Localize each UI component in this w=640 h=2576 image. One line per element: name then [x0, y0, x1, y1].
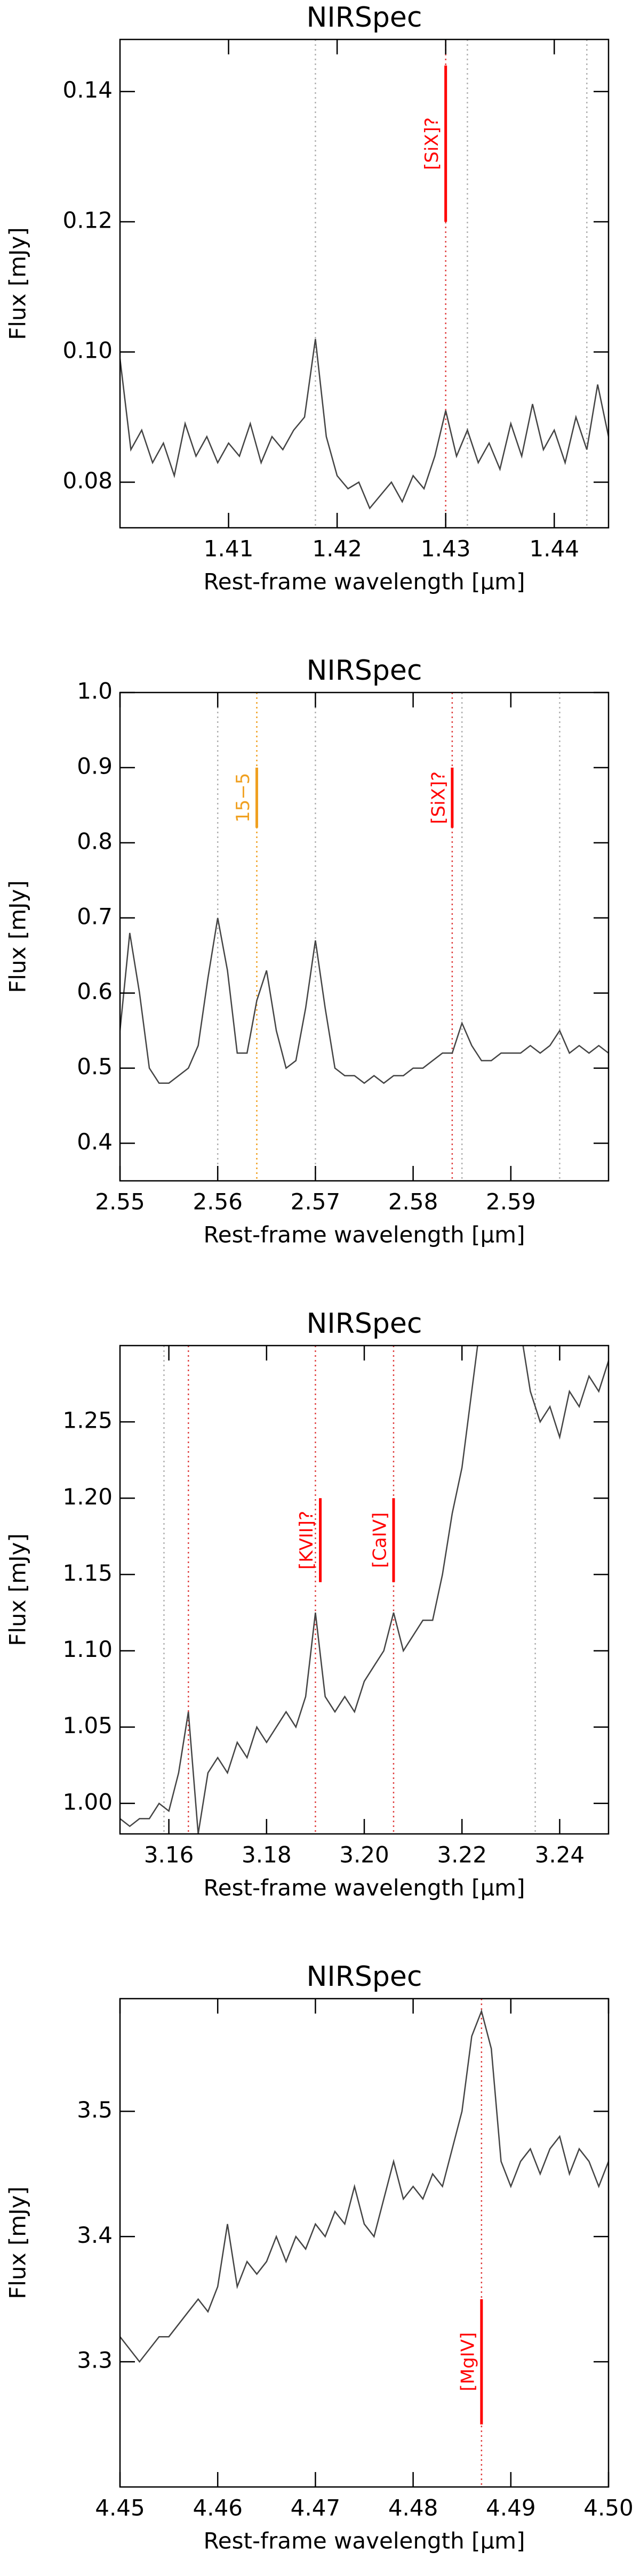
annotation-label: [KVII]? — [296, 1511, 317, 1569]
spectrum-line — [120, 2009, 609, 2363]
x-tick-label: 3.18 — [242, 1842, 292, 1868]
plot-frame — [119, 38, 610, 529]
y-tick-label: 1.25 — [62, 1407, 113, 1434]
y-tick-label: 0.7 — [77, 903, 113, 929]
y-tick-label: 3.4 — [77, 2222, 113, 2248]
chart-title: NIRSpec — [307, 1308, 422, 1340]
x-tick-label: 2.57 — [291, 1189, 341, 1215]
x-tick-label: 4.48 — [388, 2495, 438, 2521]
plot-area — [120, 39, 609, 528]
x-tick-label: 2.55 — [95, 1189, 145, 1215]
plot-area — [120, 693, 609, 1181]
y-tick-label: 1.00 — [62, 1789, 113, 1815]
x-tick-label: 1.42 — [312, 536, 362, 562]
y-tick-label: 0.08 — [62, 468, 113, 494]
y-tick-label: 1.15 — [62, 1560, 113, 1586]
y-axis-label: Flux [mJy] — [5, 227, 31, 340]
panel: NIRSpec [MgIV] 4.45 4.46 4.47 4.48 4.49 4.50 3.3… — [5, 1961, 634, 2554]
panel: NIRSpec 15−5 [SiX]? 2.55 2.56 2.57 2.58 2.59 0.4… — [5, 655, 610, 1248]
y-tick-label: 1.0 — [77, 678, 113, 704]
x-axis-label: Rest-frame wavelength [μm] — [204, 2528, 525, 2554]
y-tick-label: 0.14 — [62, 77, 113, 103]
y-tick-label: 0.4 — [77, 1129, 113, 1155]
annotation-label: [SiX]? — [421, 117, 443, 170]
y-tick-label: 3.5 — [77, 2097, 113, 2123]
panel: NIRSpec [KVII]? [CaIV] 3.16 3.18 3.20 3.22 3.24… — [5, 1308, 610, 1901]
x-tick-label: 3.22 — [437, 1842, 487, 1868]
x-tick-label: 2.58 — [388, 1189, 438, 1215]
y-tick-label: 3.3 — [77, 2347, 113, 2373]
plot-area — [120, 1346, 609, 1834]
x-tick-label: 3.24 — [535, 1842, 585, 1868]
x-axis-label: Rest-frame wavelength [μm] — [204, 569, 525, 595]
y-tick-label: 1.05 — [62, 1712, 113, 1738]
y-tick-label: 1.10 — [62, 1636, 113, 1662]
panel: NIRSpec [SiX]? 1.41 1.42 1.43 1.44 0.08 0.10 0.1… — [5, 2, 610, 595]
y-tick-label: 0.6 — [77, 978, 113, 1004]
x-tick-label: 1.44 — [529, 536, 579, 562]
x-tick-label: 1.41 — [204, 536, 254, 562]
x-tick-label: 3.20 — [339, 1842, 389, 1868]
y-tick-label: 0.10 — [62, 337, 113, 364]
annotation-label: 15−5 — [233, 773, 254, 823]
y-axis-label: Flux [mJy] — [5, 880, 31, 993]
x-tick-label: 4.47 — [291, 2495, 341, 2521]
annotation-label: [CaIV] — [369, 1512, 390, 1568]
x-tick-label: 2.56 — [193, 1189, 243, 1215]
x-tick-label: 3.16 — [144, 1842, 194, 1868]
chart-title: NIRSpec — [307, 2, 422, 34]
plot-frame — [119, 1998, 610, 2488]
y-tick-label: 0.9 — [77, 753, 113, 779]
y-tick-label: 0.12 — [62, 207, 113, 233]
plot-area — [120, 1999, 609, 2487]
spectrum-line — [120, 917, 609, 1084]
x-tick-label: 4.49 — [486, 2495, 536, 2521]
annotation-label: [SiX]? — [428, 771, 449, 824]
x-axis-label: Rest-frame wavelength [μm] — [204, 1875, 525, 1901]
chart-title: NIRSpec — [307, 1961, 422, 1993]
x-tick-label: 4.50 — [583, 2495, 634, 2521]
y-tick-label: 0.8 — [77, 828, 113, 854]
y-axis-label: Flux [mJy] — [5, 2186, 31, 2299]
x-tick-label: 4.45 — [95, 2495, 145, 2521]
x-axis-label: Rest-frame wavelength [μm] — [204, 1222, 525, 1248]
x-tick-label: 2.59 — [486, 1189, 536, 1215]
chart-title: NIRSpec — [307, 655, 422, 687]
y-axis-label: Flux [mJy] — [5, 1533, 31, 1646]
x-tick-label: 1.43 — [421, 536, 471, 562]
spectrum-line — [120, 339, 609, 510]
annotation-label: [MgIV] — [457, 2332, 478, 2392]
plot-frame — [119, 691, 610, 1182]
y-tick-label: 1.20 — [62, 1484, 113, 1510]
x-tick-label: 4.46 — [193, 2495, 243, 2521]
spectrum-line — [120, 1346, 609, 1834]
y-tick-label: 0.5 — [77, 1053, 113, 1080]
